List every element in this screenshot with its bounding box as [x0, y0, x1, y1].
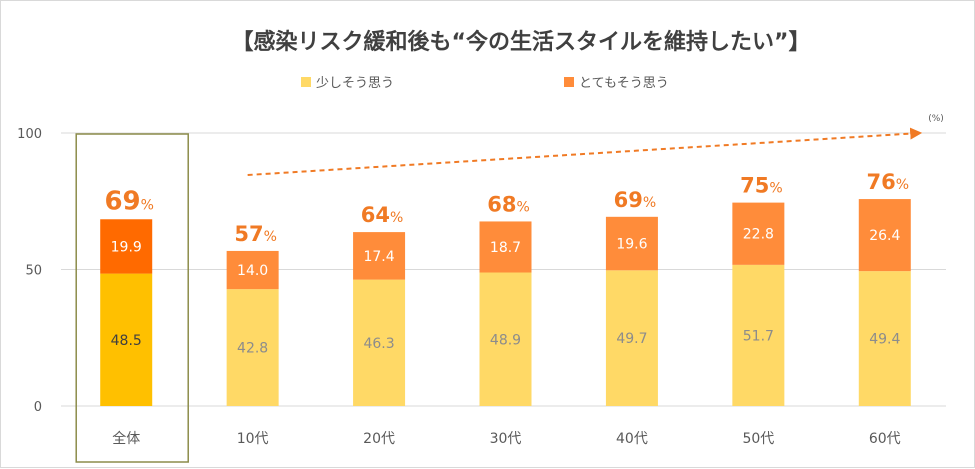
overlay: [75, 127, 923, 463]
total-label: 69%: [614, 188, 657, 212]
unit-note: (%): [928, 114, 944, 124]
total-label: 57%: [234, 222, 277, 246]
bar-segment: [605, 216, 658, 271]
bar-segment: [226, 250, 279, 290]
bars: 48.5 19.9 69% 42.8 14.0 57% 46.3 17.4 64% 48.9 18.…: [100, 170, 911, 406]
total-percent-sign: %: [896, 177, 909, 193]
x-tick-label: 30代: [490, 431, 522, 447]
legend-label-1: 少しそう思う: [316, 76, 394, 91]
total-value: 69: [104, 186, 140, 216]
total-percent-sign: %: [643, 195, 656, 211]
x-axis: 全体 10代 20代 30代 40代 50代 60代: [112, 430, 900, 447]
x-tick-label: 全体: [112, 430, 140, 447]
data-label: 19.9: [111, 239, 142, 255]
total-label: 69%: [104, 186, 154, 216]
total-value: 75: [740, 174, 769, 198]
highlight-box: [75, 133, 189, 463]
legend: 少しそう思う とてもそう思う: [301, 76, 669, 91]
total-value: 68: [487, 192, 516, 216]
chart-title: 【感染リスク緩和後も“今の生活スタイルを維持したい”】: [232, 29, 811, 55]
bar-segment: [353, 232, 406, 280]
bar-segment: [605, 270, 658, 406]
bar-segment: [479, 272, 532, 406]
bar-segment: [732, 202, 785, 265]
y-tick-label: 50: [25, 264, 42, 279]
bar-segment: [100, 219, 153, 274]
legend-swatch-2: [564, 77, 574, 87]
bar-segment: [479, 221, 532, 273]
x-tick-label: 50代: [742, 431, 774, 447]
total-label: 68%: [487, 192, 530, 216]
y-tick-label: 100: [17, 127, 42, 142]
total-value: 69: [614, 188, 643, 212]
total-percent-sign: %: [390, 210, 403, 226]
bar-segment: [858, 199, 911, 272]
total-percent-sign: %: [516, 199, 529, 215]
x-tick-label: 60代: [869, 431, 901, 447]
data-label: 17.4: [363, 249, 394, 265]
data-label: 26.4: [869, 228, 900, 244]
data-label: 18.7: [490, 240, 521, 256]
bar-segment: [732, 264, 785, 406]
legend-swatch-1: [301, 77, 311, 87]
total-value: 64: [361, 203, 390, 227]
data-label: 48.9: [490, 332, 521, 348]
total-label: 76%: [867, 170, 910, 194]
total-label: 75%: [740, 174, 783, 198]
total-percent-sign: %: [141, 197, 154, 213]
legend-label-2: とてもそう思う: [579, 76, 669, 91]
data-label: 46.3: [363, 336, 394, 352]
y-tick-label: 0: [34, 400, 42, 415]
y-axis: 0 50 100: [17, 127, 42, 415]
x-tick-label: 20代: [363, 431, 395, 447]
data-label: 19.6: [616, 237, 647, 253]
data-label: 49.7: [616, 331, 647, 347]
data-label: 48.5: [111, 333, 142, 349]
bar-segment: [858, 271, 911, 406]
data-label: 22.8: [743, 227, 774, 243]
total-value: 76: [867, 170, 896, 194]
bar-segment: [226, 289, 279, 406]
data-label: 51.7: [743, 328, 774, 344]
data-label: 49.4: [869, 332, 900, 348]
total-percent-sign: %: [769, 181, 782, 197]
bar-segment: [100, 273, 153, 406]
total-percent-sign: %: [264, 229, 277, 245]
data-label: 14.0: [237, 263, 268, 279]
data-label: 42.8: [237, 341, 268, 357]
x-tick-label: 40代: [616, 431, 648, 447]
trend-arrow: [247, 127, 923, 176]
total-value: 57: [234, 222, 263, 246]
total-label: 64%: [361, 203, 404, 227]
bar-segment: [353, 279, 406, 406]
x-tick-label: 10代: [237, 431, 269, 447]
